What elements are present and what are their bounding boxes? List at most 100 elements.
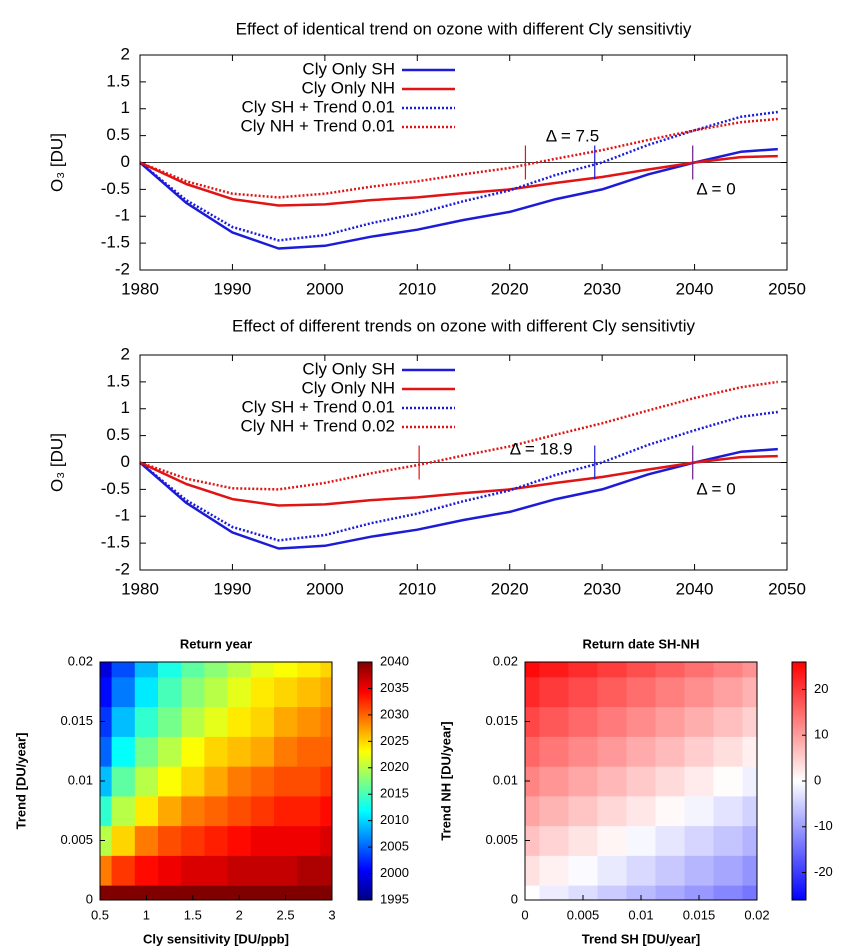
colorbar-tick-label: 2025 [380,733,409,748]
heatmap-cell [204,795,229,827]
x-tick-label: 2040 [676,279,714,298]
heatmap-cell [655,795,685,827]
heatmap-cell [100,676,113,708]
heatmap-cell [684,825,714,856]
heatmap-cell [158,795,182,827]
x-tick-label: 1980 [121,579,159,598]
x-tick-label: 0 [521,907,528,922]
heatmap-cell [568,676,598,708]
heatmap-cell [626,676,656,708]
heatmap-cell [250,795,275,827]
y-tick-label: 1 [121,398,130,417]
annotation: Δ = 0 [696,179,735,198]
heatmap-cell [742,706,758,737]
heatmap-cell [158,662,182,678]
heatmap-cell [655,855,685,886]
x-tick-label: 0.01 [628,907,653,922]
heatmap-cell [320,662,333,678]
y-tick-label: 1 [121,98,130,117]
heatmap-cell [320,825,333,856]
chart-title: Return date SH-NH [582,636,699,651]
legend-label: Cly NH + Trend 0.01 [241,116,396,135]
x-tick-label: 1 [143,907,150,922]
x-tick-label: 1990 [214,579,252,598]
heatmap-cell [297,676,321,708]
annotation: Δ = 18.9 [510,440,573,459]
heatmap-cell [655,766,685,797]
heatmap-cell [655,676,685,708]
heatmap-cell [742,825,758,856]
heatmap-cell [111,885,136,901]
heatmap-cell [597,736,627,767]
y-tick-label: -0.5 [101,179,130,198]
heatmap-cell [713,885,743,901]
heatmap-cell [250,662,275,678]
heatmap-cell [568,855,598,886]
annotation: Δ = 0 [696,479,735,498]
heatmap-cell [525,825,540,856]
heatmap-cell [204,676,229,708]
heatmap-cell [297,736,321,767]
x-tick-label: 0.005 [567,907,600,922]
heatmap-cell [626,795,656,827]
heatmap-cell [713,766,743,797]
heatmap-cell [568,736,598,767]
heatmap-cell [655,825,685,856]
x-tick-label: 2030 [583,279,621,298]
x-tick-label: 2.5 [277,907,295,922]
colorbar [357,661,373,901]
heatmap-cell [111,676,136,708]
heatmap-cell [274,662,298,678]
heatmap-cell [274,766,298,797]
heatmap-cell [134,795,159,827]
heatmap-cell [297,766,321,797]
heatmap-cell [713,825,743,856]
heatmap-cell [204,766,229,797]
heatmap-cell [320,795,333,827]
heatmap-cell [134,676,159,708]
heatmap-cell [297,825,321,856]
heatmap-cell [320,766,333,797]
chart-title: Effect of identical trend on ozone with … [236,19,692,38]
heatmap-cell [525,885,540,901]
heatmap-cell [134,736,159,767]
heatmap-cell [597,885,627,901]
heatmap-cell [227,885,252,901]
x-tick-label: 2050 [768,279,806,298]
heatmap-cell [274,885,298,901]
y-tick-label: -1.5 [101,233,130,252]
heatmap-cell [320,736,333,767]
y-tick-label: 2 [121,44,130,63]
heatmap-cell [181,855,205,886]
x-tick-label: 2000 [306,279,344,298]
heatmap-cell [100,825,113,856]
legend-label: Cly NH + Trend 0.02 [241,416,396,435]
heatmap-cell [568,825,598,856]
heatmap-cell [204,706,229,737]
heatmap-cell [204,825,229,856]
y-tick-label: -1.5 [101,533,130,552]
colorbar-tick-label: 2020 [380,759,409,774]
y-tick-label: 0.5 [106,425,130,444]
heatmap-cell [227,766,252,797]
heatmap-cell [227,736,252,767]
heatmap-cell [684,706,714,737]
heatmap-cell [539,885,569,901]
heatmap-cell [111,825,136,856]
heatmap-cell [742,795,758,827]
colorbar-tick-label: -10 [814,818,833,833]
heatmap-cell [320,706,333,737]
heatmap-cell [655,662,685,678]
y-tick-label: 1.5 [106,371,130,390]
heatmap-cell [158,676,182,708]
heatmap-cell [597,855,627,886]
heatmap-cell [597,825,627,856]
heatmap-cell [626,855,656,886]
y-tick-label: 0 [121,152,130,171]
heatmap-cell [742,736,758,767]
heatmap-cell [158,706,182,737]
heatmap-cell [227,706,252,737]
heatmap-cell [274,795,298,827]
heatmap-cell [181,885,205,901]
annotation: Δ = 7.5 [546,127,599,146]
